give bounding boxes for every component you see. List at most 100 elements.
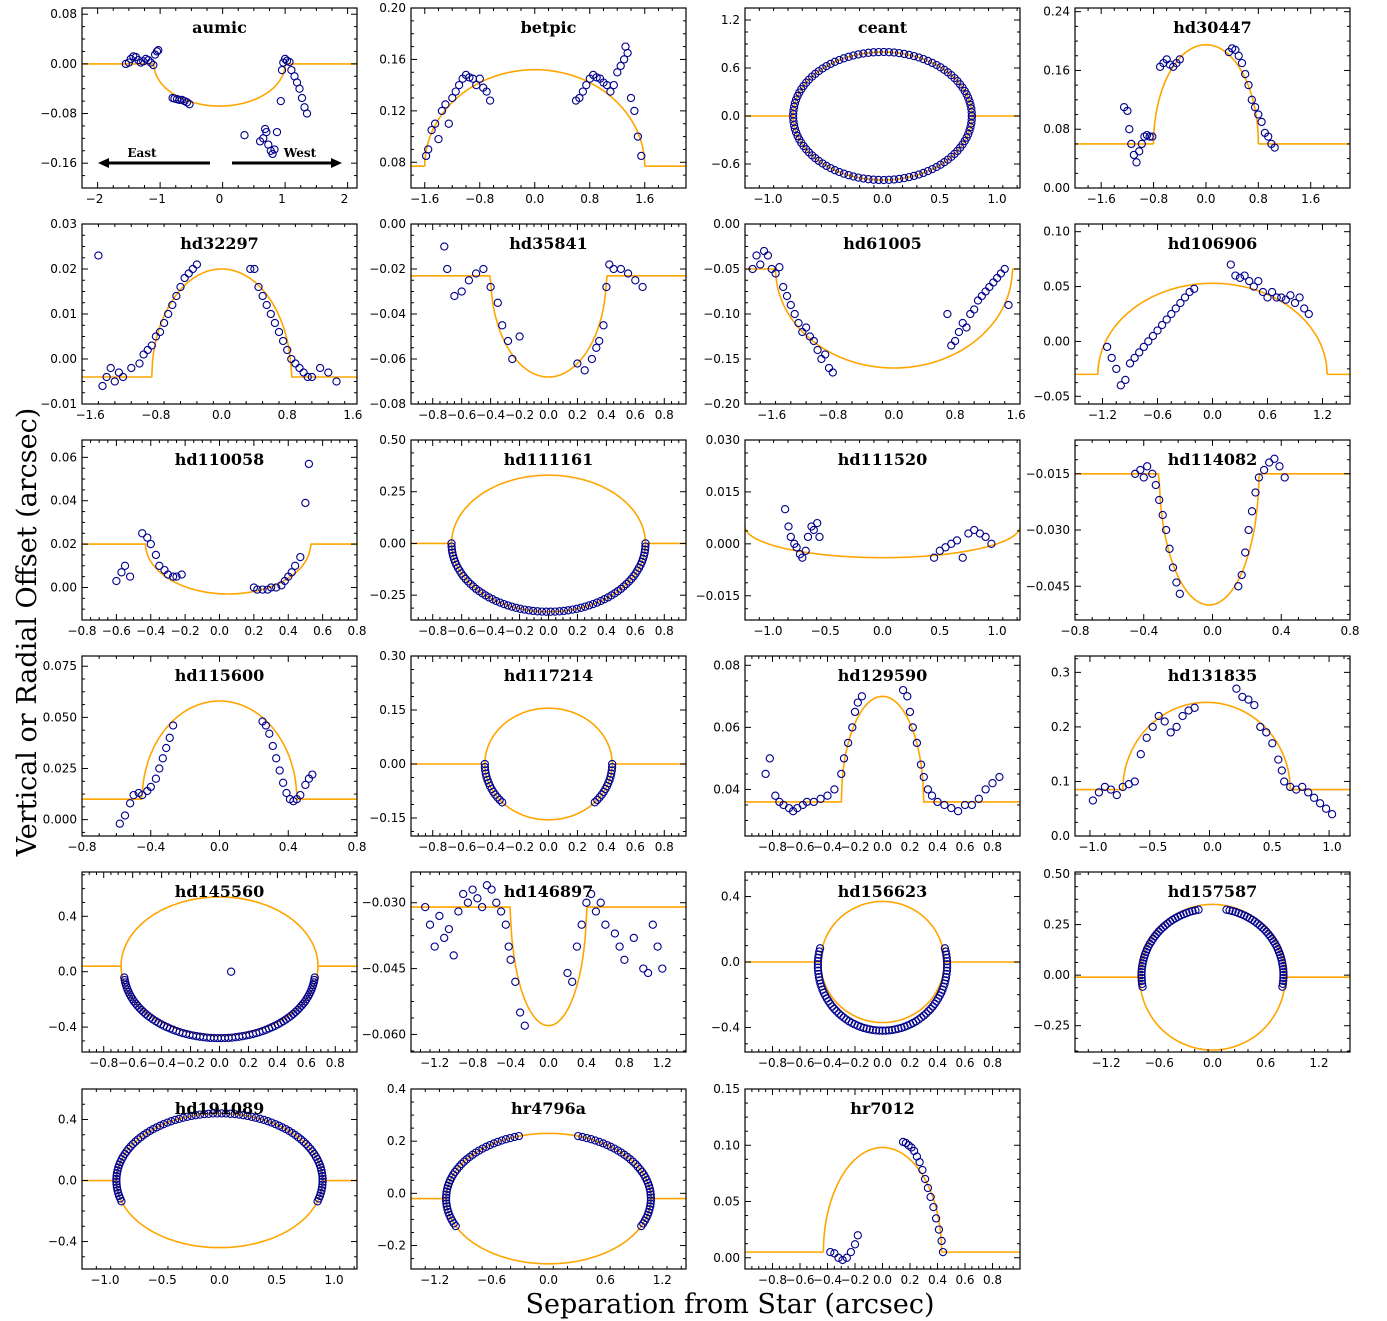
data-point xyxy=(596,898,605,907)
y-tick-label: 0.00 xyxy=(50,57,77,71)
data-point xyxy=(1130,353,1139,363)
x-tick-label: 0.8 xyxy=(983,1056,1002,1070)
data-point xyxy=(262,300,271,310)
data-point xyxy=(301,780,310,790)
data-point xyxy=(584,601,594,610)
data-point xyxy=(449,1219,458,1228)
x-tick-label: 1.0 xyxy=(988,192,1007,206)
panel-title: hd117214 xyxy=(504,666,594,685)
data-point xyxy=(1148,331,1158,341)
data-point xyxy=(981,287,990,296)
y-tick-label: 0.30 xyxy=(379,649,406,663)
data-point xyxy=(183,1112,192,1121)
y-tick-label: 0.050 xyxy=(43,710,77,724)
data-point xyxy=(814,950,823,959)
y-tick-label: 0.20 xyxy=(379,1,406,15)
x-tick-label: 1 xyxy=(278,192,286,206)
x-tick-label: 0.6 xyxy=(955,1056,974,1070)
data-point xyxy=(658,964,667,973)
x-tick-label: 0.6 xyxy=(955,1273,974,1287)
data-point xyxy=(903,692,912,701)
data-point xyxy=(106,363,115,373)
data-point xyxy=(884,175,894,184)
data-point xyxy=(155,561,164,570)
data-point xyxy=(780,505,790,514)
plot-area xyxy=(1075,903,1350,1051)
data-point xyxy=(937,1236,946,1246)
data-point xyxy=(152,47,162,56)
x-tick-label: 0.0 xyxy=(525,192,544,206)
x-tick-label: 1.0 xyxy=(1323,840,1342,854)
data-point xyxy=(843,738,853,748)
data-point xyxy=(421,902,430,912)
data-point xyxy=(146,58,155,67)
data-point xyxy=(1265,458,1274,467)
data-point xyxy=(324,368,333,377)
data-point xyxy=(318,1171,327,1181)
data-point xyxy=(290,561,300,570)
data-point xyxy=(771,269,780,278)
data-point xyxy=(318,1174,327,1184)
data-point xyxy=(853,1231,862,1240)
data-point xyxy=(471,269,481,278)
data-point xyxy=(469,582,478,591)
x-tick-label: 1.6 xyxy=(1301,192,1320,206)
y-tick-label: −0.25 xyxy=(1033,1019,1070,1033)
data-point xyxy=(457,287,466,296)
data-point xyxy=(859,49,868,58)
data-point xyxy=(208,1109,218,1118)
data-point xyxy=(1257,117,1266,127)
data-point xyxy=(803,532,813,542)
data-point xyxy=(497,1136,506,1145)
data-point xyxy=(451,1221,460,1231)
data-point xyxy=(813,960,823,969)
x-tick-label: −0.4 xyxy=(496,1056,525,1070)
data-point xyxy=(809,797,818,807)
data-point xyxy=(839,54,849,63)
data-point xyxy=(932,162,941,172)
x-tick-label: −0.8 xyxy=(758,840,787,854)
data-point xyxy=(495,795,504,805)
y-tick-label: −0.030 xyxy=(1026,523,1070,537)
panel-frame xyxy=(1074,871,1351,1053)
x-tick-label: −0.4 xyxy=(1129,624,1158,638)
x-tick-label: 0.0 xyxy=(539,1056,558,1070)
y-tick-label: −0.045 xyxy=(1026,579,1070,593)
data-point xyxy=(276,96,285,106)
data-point xyxy=(1175,55,1184,64)
data-point xyxy=(559,606,569,616)
data-point xyxy=(1247,507,1257,516)
panel-title: hd115600 xyxy=(175,666,265,685)
data-point xyxy=(146,539,155,549)
data-point xyxy=(798,553,807,562)
plot-area xyxy=(82,251,357,391)
data-point xyxy=(1139,473,1148,482)
y-tick-label: 0.25 xyxy=(379,485,406,499)
data-point xyxy=(499,599,509,609)
y-tick-label: −0.045 xyxy=(362,962,406,976)
data-point xyxy=(1226,260,1235,269)
x-tick-label: −0.4 xyxy=(147,1056,176,1070)
plot-area xyxy=(1075,684,1350,819)
data-point xyxy=(126,1142,135,1151)
data-point xyxy=(226,1109,235,1118)
x-tick-label: 0.2 xyxy=(900,1056,919,1070)
data-point xyxy=(1136,465,1145,475)
data-point xyxy=(790,124,800,133)
data-point xyxy=(485,96,495,105)
x-tick-label: 0.0 xyxy=(210,840,229,854)
model-curve xyxy=(82,268,357,378)
panel-title: hd61005 xyxy=(843,234,921,253)
data-point xyxy=(587,354,597,364)
data-point xyxy=(306,1144,315,1154)
data-point xyxy=(112,1180,121,1189)
data-point xyxy=(954,327,964,337)
data-point xyxy=(637,1167,647,1177)
x-tick-label: −0.6 xyxy=(447,840,476,854)
x-tick-label: 1.6 xyxy=(1007,408,1026,422)
data-point xyxy=(765,754,774,763)
panel-hd32297: −1.6 −0.8 0.0 0.8 1.6 0.03 0.02 0.01 0.00 −0.01 hd… xyxy=(40,217,362,422)
data-point xyxy=(635,1165,645,1174)
data-point xyxy=(578,87,588,96)
data-point xyxy=(869,48,878,57)
